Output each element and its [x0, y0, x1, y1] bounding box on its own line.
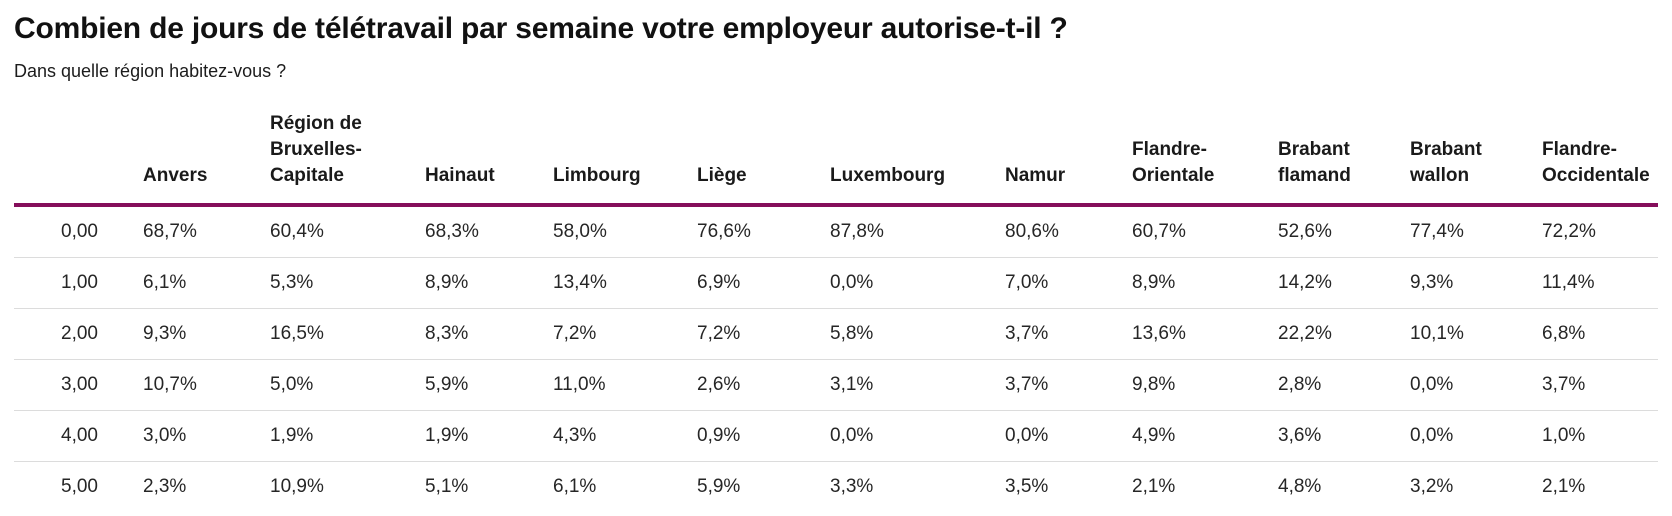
- table-header-row: Anvers Région de Bruxelles-Capitale Hainau…: [14, 111, 1658, 207]
- table-cell: 87,8%: [830, 221, 884, 242]
- table-cell: 9,8%: [1132, 359, 1278, 411]
- table-row: 1,00 6,1% 5,3% 8,9% 13,4% 6,9% 0,0% 7,0% 8,9% 14,…: [14, 257, 1658, 309]
- table-cell: 58,0%: [553, 221, 607, 242]
- table-cell: 0,0%: [830, 257, 1005, 309]
- table-cell: 3,2%: [1410, 461, 1542, 512]
- column-header: Flandre-Orientale: [1132, 111, 1278, 207]
- table-cell: 1,9%: [270, 410, 425, 462]
- table-cell: 5,9%: [697, 461, 830, 512]
- table-cell: 60,7%: [1132, 221, 1186, 242]
- table-cell: 60,4%: [270, 221, 324, 242]
- page-title: Combien de jours de télétravail par sema…: [14, 12, 1068, 45]
- row-label: 4,00: [14, 410, 143, 462]
- table-cell: 10,7%: [143, 359, 270, 411]
- column-header: Limbourg: [553, 111, 697, 207]
- table-cell: 4,9%: [1132, 410, 1278, 462]
- table-cell: 5,9%: [425, 359, 553, 411]
- table-cell: 5,8%: [830, 308, 1005, 360]
- table-cell: 1,9%: [425, 410, 553, 462]
- table-row: 5,00 2,3% 10,9% 5,1% 6,1% 5,9% 3,3% 3,5% 2,1% 4,8…: [14, 461, 1658, 512]
- table-cell: 2,3%: [143, 461, 270, 512]
- table-cell: 13,6%: [1132, 308, 1278, 360]
- table-cell: 3,1%: [830, 359, 1005, 411]
- table-cell: 68,7%: [143, 221, 197, 242]
- column-header: Hainaut: [425, 111, 553, 207]
- row-label: 5,00: [14, 461, 143, 512]
- table-cell: 4,8%: [1278, 461, 1410, 512]
- results-table: Anvers Région de Bruxelles-Capitale Hainau…: [14, 111, 1658, 512]
- column-header: Région de Bruxelles-Capitale: [270, 111, 425, 207]
- table-cell: 2,8%: [1278, 359, 1410, 411]
- table-cell: 2,1%: [1132, 461, 1278, 512]
- table-cell: 0,0%: [830, 410, 1005, 462]
- table-cell: 6,1%: [553, 461, 697, 512]
- table-cell: 3,7%: [1542, 359, 1658, 411]
- row-label: 2,00: [14, 308, 143, 360]
- table-cell: 5,1%: [425, 461, 553, 512]
- page-subtitle: Dans quelle région habitez-vous ?: [14, 61, 287, 81]
- table-cell: 3,0%: [143, 410, 270, 462]
- table-cell: 3,6%: [1278, 410, 1410, 462]
- table-cell: 22,2%: [1278, 308, 1410, 360]
- table-cell: 11,0%: [553, 359, 697, 411]
- table-cell: 6,8%: [1542, 308, 1658, 360]
- table-row: 0,00 68,7% 60,4% 68,3% 58,0% 76,6% 87,8% 80,6% 6…: [14, 205, 1658, 258]
- column-header: Luxembourg: [830, 111, 1005, 207]
- table-row: 3,00 10,7% 5,0% 5,9% 11,0% 2,6% 3,1% 3,7% 9,8% 2,…: [14, 359, 1658, 411]
- column-header: Namur: [1005, 111, 1132, 207]
- table-cell: 10,9%: [270, 461, 425, 512]
- table-cell: 0,9%: [697, 410, 830, 462]
- table-cell: 9,3%: [1410, 257, 1542, 309]
- table-cell: 5,3%: [270, 257, 425, 309]
- table-cell: 4,3%: [553, 410, 697, 462]
- table-cell: 72,2%: [1542, 221, 1596, 242]
- table-cell: 3,7%: [1005, 308, 1132, 360]
- table-cell: 68,3%: [425, 221, 479, 242]
- table-row: 4,00 3,0% 1,9% 1,9% 4,3% 0,9% 0,0% 0,0% 4,9% 3,6%…: [14, 410, 1658, 462]
- table-cell: 6,1%: [143, 257, 270, 309]
- table-cell: 1,0%: [1542, 410, 1658, 462]
- row-label: 0,00: [61, 221, 98, 242]
- table-cell: 5,0%: [270, 359, 425, 411]
- table-cell: 3,7%: [1005, 359, 1132, 411]
- table-cell: 80,6%: [1005, 221, 1059, 242]
- table-cell: 52,6%: [1278, 221, 1332, 242]
- column-header: Flandre-Occidentale: [1542, 111, 1658, 207]
- column-header: Brabant wallon: [1410, 111, 1542, 207]
- table-cell: 0,0%: [1410, 410, 1542, 462]
- table-cell: 7,2%: [553, 308, 697, 360]
- table-cell: 6,9%: [697, 257, 830, 309]
- column-header: Brabant flamand: [1278, 111, 1410, 207]
- row-label: 1,00: [14, 257, 143, 309]
- table-cell: 8,9%: [425, 257, 553, 309]
- table-cell: 7,0%: [1005, 257, 1132, 309]
- table-cell: 14,2%: [1278, 257, 1410, 309]
- column-header: Anvers: [143, 111, 270, 207]
- table-cell: 10,1%: [1410, 308, 1542, 360]
- table-cell: 8,9%: [1132, 257, 1278, 309]
- table-cell: 76,6%: [697, 221, 751, 242]
- table-cell: 2,6%: [697, 359, 830, 411]
- table-cell: 3,3%: [830, 461, 1005, 512]
- table-cell: 0,0%: [1410, 359, 1542, 411]
- column-header: Liège: [697, 111, 830, 207]
- table-cell: 7,2%: [697, 308, 830, 360]
- row-label: 3,00: [14, 359, 143, 411]
- table-cell: 13,4%: [553, 257, 697, 309]
- table-cell: 16,5%: [270, 308, 425, 360]
- table-cell: 0,0%: [1005, 410, 1132, 462]
- table-cell: 11,4%: [1542, 257, 1658, 309]
- table-cell: 9,3%: [143, 308, 270, 360]
- table-cell: 3,5%: [1005, 461, 1132, 512]
- table-row: 2,00 9,3% 16,5% 8,3% 7,2% 7,2% 5,8% 3,7% 13,6% 22…: [14, 308, 1658, 360]
- table-cell: 2,1%: [1542, 461, 1658, 512]
- table-cell: 77,4%: [1410, 221, 1464, 242]
- table-cell: 8,3%: [425, 308, 553, 360]
- row-label-column-header: [14, 111, 143, 207]
